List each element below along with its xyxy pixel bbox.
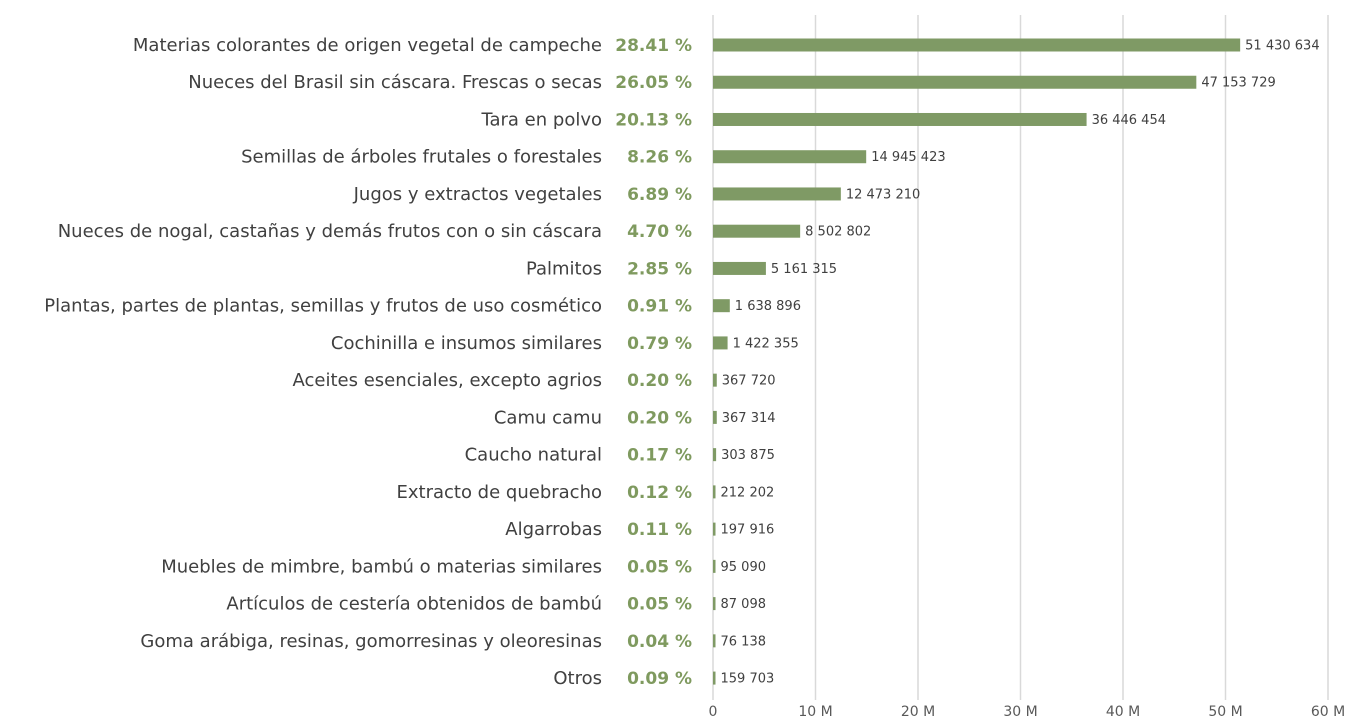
- value-label: 1 422 355: [733, 336, 799, 351]
- value-label: 159 703: [721, 672, 775, 687]
- share-label: 20.13 %: [615, 110, 692, 130]
- category-label: Artículos de cestería obtenidos de bambú: [226, 594, 602, 615]
- value-label: 197 916: [721, 523, 775, 538]
- bar: [713, 559, 716, 573]
- category-label: Semillas de árboles frutales o forestale…: [241, 147, 602, 168]
- category-label: Caucho natural: [465, 445, 602, 466]
- x-tick-label: 50 M: [1208, 704, 1242, 718]
- bar: [713, 373, 717, 387]
- bar: [713, 38, 1241, 52]
- bar: [713, 634, 716, 648]
- value-label: 76 138: [721, 634, 767, 649]
- value-label: 367 314: [722, 411, 776, 426]
- bar: [713, 448, 717, 462]
- share-label: 0.79 %: [627, 334, 692, 354]
- share-label: 0.17 %: [627, 446, 692, 466]
- x-tick-label: 0: [709, 704, 718, 718]
- category-label: Plantas, partes de plantas, semillas y f…: [44, 296, 602, 317]
- share-label: 26.05 %: [615, 73, 692, 93]
- share-label: 0.09 %: [627, 669, 692, 689]
- category-label: Algarrobas: [505, 519, 602, 540]
- value-label: 47 153 729: [1201, 76, 1275, 91]
- x-tick-label: 20 M: [901, 704, 935, 718]
- value-label: 14 945 423: [871, 150, 945, 165]
- share-label: 0.11 %: [627, 520, 692, 540]
- bar: [713, 522, 716, 536]
- category-label: Materias colorantes de origen vegetal de…: [133, 35, 602, 56]
- category-label: Goma arábiga, resinas, gomorresinas y ol…: [140, 631, 602, 652]
- x-tick-label: 40 M: [1106, 704, 1140, 718]
- share-label: 8.26 %: [627, 148, 692, 168]
- share-label: 0.05 %: [627, 595, 692, 615]
- bar: [713, 410, 717, 424]
- share-label: 2.85 %: [627, 259, 692, 279]
- value-label: 8 502 802: [805, 225, 871, 240]
- value-label: 5 161 315: [771, 262, 837, 277]
- category-label: Cochinilla e insumos similares: [331, 333, 602, 354]
- share-label: 0.20 %: [627, 371, 692, 391]
- bar: [713, 75, 1197, 89]
- share-label: 0.91 %: [627, 297, 692, 317]
- bar: [713, 187, 841, 201]
- category-label: Otros: [553, 668, 602, 689]
- share-label: 0.20 %: [627, 408, 692, 428]
- category-label: Palmitos: [526, 258, 602, 279]
- bar: [713, 597, 716, 611]
- share-label: 4.70 %: [627, 222, 692, 242]
- value-label: 95 090: [721, 560, 767, 575]
- category-label: Nueces del Brasil sin cáscara. Frescas o…: [188, 72, 602, 93]
- value-label: 12 473 210: [846, 187, 920, 202]
- value-label: 212 202: [721, 485, 775, 500]
- value-label: 87 098: [721, 597, 767, 612]
- share-label: 6.89 %: [627, 185, 692, 205]
- category-label: Camu camu: [494, 407, 602, 428]
- bar: [713, 112, 1087, 126]
- x-tick-label: 60 M: [1311, 704, 1345, 718]
- share-label: 0.05 %: [627, 557, 692, 577]
- category-label: Tara en polvo: [480, 109, 602, 130]
- category-label: Extracto de quebracho: [396, 482, 602, 503]
- share-label: 0.12 %: [627, 483, 692, 503]
- bar: [713, 336, 728, 350]
- value-label: 51 430 634: [1245, 39, 1319, 54]
- category-label: Muebles de mimbre, bambú o materias simi…: [161, 556, 602, 577]
- category-label: Jugos y extractos vegetales: [353, 184, 602, 205]
- value-label: 303 875: [721, 448, 775, 463]
- bar: [713, 150, 867, 164]
- value-label: 36 446 454: [1092, 113, 1166, 128]
- bar: [713, 261, 766, 275]
- bar: [713, 299, 730, 313]
- bar: [713, 485, 716, 499]
- share-label: 28.41 %: [615, 36, 692, 56]
- category-label: Nueces de nogal, castañas y demás frutos…: [58, 221, 602, 242]
- category-label: Aceites esenciales, excepto agrios: [293, 370, 603, 391]
- value-label: 1 638 896: [735, 299, 801, 314]
- value-label: 367 720: [722, 374, 776, 389]
- x-tick-label: 30 M: [1003, 704, 1037, 718]
- share-label: 0.04 %: [627, 632, 692, 652]
- x-tick-label: 10 M: [798, 704, 832, 718]
- bar: [713, 671, 716, 685]
- bar: [713, 224, 801, 238]
